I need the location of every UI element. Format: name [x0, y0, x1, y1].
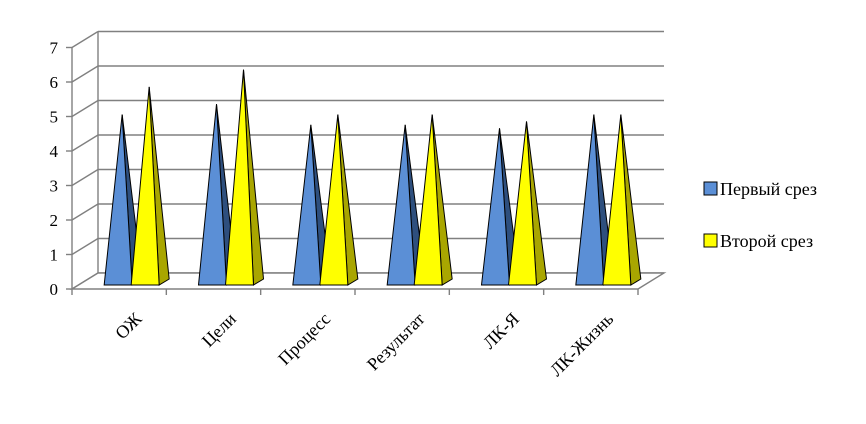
- y-axis-ticks: 0 1 2 3 4 5 6 7: [50, 39, 59, 300]
- pyramid-series2: [507, 121, 548, 286]
- pyramid-front-face: [224, 69, 255, 286]
- pyramid-front-face: [575, 114, 605, 286]
- y-tick-label: 3: [50, 177, 59, 196]
- x-axis-category-labels: ОЖ Цели Процесс Результат ЛК-Я ЛК-Жизнь: [111, 308, 617, 380]
- pyramid-series2: [130, 86, 170, 286]
- pyramid-front-face: [197, 104, 228, 286]
- chart-pyramids: [103, 69, 642, 286]
- pyramid-front-face: [319, 114, 349, 286]
- y-tick-label: 2: [50, 211, 59, 230]
- pyramid-front-face: [413, 114, 443, 286]
- pyramid-front-face: [103, 114, 133, 286]
- gridline-side: [71, 237, 99, 256]
- y-tick-label: 7: [50, 39, 59, 58]
- pyramid-front-face: [386, 124, 416, 286]
- legend-swatch: [703, 181, 718, 196]
- pyramid-series2: [319, 114, 359, 286]
- y-tick-label: 0: [50, 280, 59, 299]
- legend-item: Первый срез: [703, 179, 817, 199]
- y-tick-label: 5: [50, 108, 59, 127]
- gridline-side: [71, 65, 99, 83]
- x-category-label: Результат: [363, 309, 429, 375]
- legend-label: Второй срез: [720, 231, 813, 251]
- pyramid-front-face: [292, 124, 322, 286]
- pyramid-front-face: [130, 86, 160, 286]
- legend: Первый срез Второй срез: [703, 179, 817, 251]
- gridline-side: [71, 99, 99, 118]
- pyramid-front-face: [602, 114, 632, 286]
- chart-back-wall-grid: [66, 30, 664, 290]
- x-category-label: ОЖ: [111, 308, 146, 343]
- y-tick-label: 4: [50, 142, 59, 161]
- pyramid-series2: [224, 69, 265, 286]
- x-category-label: ЛК-Жизнь: [546, 309, 617, 380]
- gridline-side: [71, 30, 99, 49]
- gridline-side: [71, 134, 99, 152]
- pyramid-front-face: [507, 121, 538, 286]
- x-category-label: ЛК-Я: [479, 309, 523, 353]
- y-tick-label: 1: [50, 246, 59, 265]
- gridline-side: [71, 168, 99, 187]
- legend-item: Второй срез: [703, 231, 813, 251]
- pyramid-series2: [413, 114, 453, 286]
- y-tick-label: 6: [50, 73, 59, 92]
- x-category-label: Процесс: [274, 309, 334, 369]
- legend-swatch: [703, 233, 718, 248]
- pyramid-front-face: [480, 128, 511, 286]
- pyramid-series2: [602, 114, 642, 286]
- x-category-label: Цели: [198, 308, 240, 350]
- legend-label: Первый срез: [720, 179, 817, 199]
- gridline-side: [71, 203, 99, 221]
